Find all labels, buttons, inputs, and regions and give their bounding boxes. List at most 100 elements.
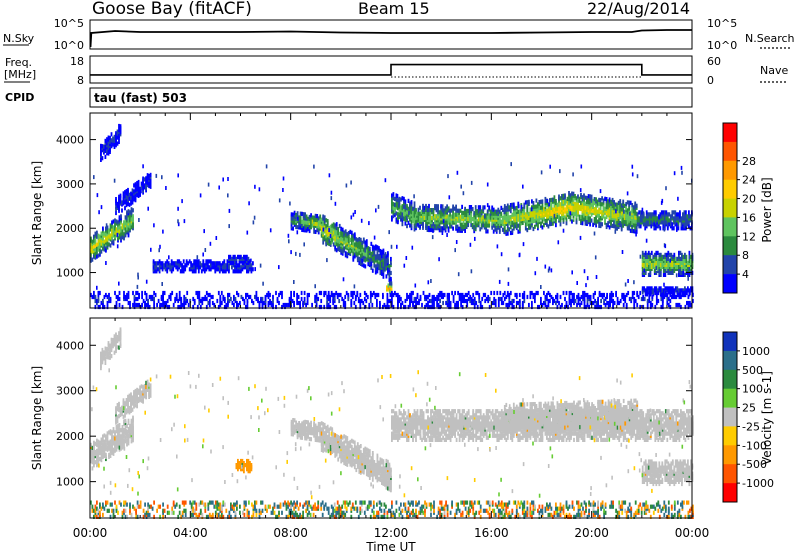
range-time-cell — [344, 245, 347, 250]
range-time-cell — [390, 260, 392, 266]
range-time-cell — [416, 211, 418, 216]
range-time-cell — [190, 261, 193, 266]
range-time-cell — [361, 240, 364, 245]
range-time-cell — [680, 220, 683, 225]
range-time-cell — [122, 398, 125, 403]
range-time-cell — [339, 292, 342, 298]
range-time-cell — [599, 198, 602, 203]
range-time-cell — [667, 302, 670, 308]
range-time-cell — [578, 214, 581, 219]
range-time-cell — [526, 204, 529, 209]
range-time-cell — [297, 216, 299, 221]
range-time-cell — [168, 294, 171, 300]
range-time-cell — [397, 216, 399, 221]
range-time-cell — [320, 290, 323, 296]
range-time-cell — [398, 294, 401, 300]
range-time-cell — [671, 260, 674, 265]
range-time-cell — [626, 208, 629, 213]
range-time-cell — [500, 300, 503, 306]
range-time-cell — [311, 215, 314, 220]
range-time-cell — [373, 235, 376, 240]
range-time-cell — [107, 135, 110, 140]
range-time-cell — [521, 206, 524, 212]
range-time-cell — [555, 217, 557, 222]
range-time-cell — [543, 223, 545, 228]
range-time-cell — [153, 300, 155, 306]
range-time-cell — [624, 282, 627, 287]
range-time-cell — [643, 296, 646, 302]
range-time-cell — [631, 290, 634, 296]
range-time-cell — [631, 294, 634, 300]
range-time-cell — [521, 216, 524, 221]
range-time-cell — [569, 199, 572, 204]
range-time-cell — [532, 292, 535, 298]
range-time-cell — [526, 228, 529, 233]
range-time-cell — [229, 254, 232, 259]
range-time-cell — [311, 302, 313, 308]
range-time-cell — [323, 304, 326, 310]
range-time-cell — [196, 259, 199, 264]
range-time-cell — [641, 286, 644, 291]
range-time-cell — [288, 302, 291, 308]
range-time-cell — [249, 259, 251, 264]
range-time-cell — [304, 212, 306, 217]
range-time-cell — [219, 294, 222, 300]
range-time-cell — [586, 207, 588, 212]
range-time-cell — [160, 302, 163, 308]
range-time-cell — [194, 259, 197, 264]
range-time-cell — [688, 210, 690, 215]
range-time-cell — [678, 294, 681, 300]
range-time-cell — [376, 298, 378, 304]
range-time-cell — [577, 292, 580, 298]
range-time-cell — [577, 194, 579, 199]
range-time-cell — [503, 296, 506, 302]
y-tick-label: 2000 — [56, 222, 84, 235]
range-time-cell — [460, 302, 462, 308]
range-time-cell — [471, 223, 474, 228]
range-time-cell — [218, 261, 221, 266]
range-time-cell — [329, 224, 332, 229]
range-time-cell — [246, 254, 248, 259]
range-time-cell — [247, 263, 250, 268]
range-time-cell — [486, 203, 489, 208]
range-time-cell — [213, 262, 216, 267]
range-time-cell — [181, 199, 183, 204]
range-time-cell — [676, 292, 679, 298]
range-time-cell — [255, 290, 258, 296]
range-time-cell — [491, 215, 494, 220]
range-time-cell — [633, 304, 636, 310]
range-time-cell — [646, 258, 649, 263]
range-time-cell — [124, 418, 127, 423]
range-time-cell — [118, 215, 121, 220]
range-time-cell — [238, 269, 241, 274]
range-time-cell — [211, 261, 214, 266]
range-time-cell — [332, 242, 335, 247]
range-time-cell — [531, 199, 533, 204]
range-time-cell — [518, 217, 521, 222]
range-time-cell — [444, 206, 447, 211]
range-time-cell — [432, 222, 435, 227]
range-time-cell — [374, 264, 377, 269]
range-time-cell — [629, 228, 632, 233]
range-time-cell — [105, 442, 107, 447]
range-time-cell — [132, 214, 134, 219]
range-time-cell — [570, 290, 572, 296]
range-time-cell — [636, 302, 639, 308]
range-time-cell — [633, 296, 636, 302]
range-time-cell — [447, 174, 449, 179]
range-time-cell — [290, 212, 293, 217]
range-time-cell — [532, 226, 535, 232]
range-time-cell — [315, 292, 318, 298]
range-time-cell — [571, 296, 574, 302]
range-time-cell — [136, 290, 139, 296]
range-time-cell — [658, 215, 661, 220]
range-time-cell — [596, 219, 599, 224]
range-time-cell — [215, 261, 218, 266]
range-time-cell — [137, 396, 140, 401]
range-time-cell — [335, 226, 338, 231]
range-time-cell — [94, 231, 97, 236]
range-time-cell — [438, 218, 441, 223]
range-time-cell — [359, 298, 362, 304]
range-time-cell — [577, 296, 580, 302]
range-time-cell — [564, 207, 566, 212]
